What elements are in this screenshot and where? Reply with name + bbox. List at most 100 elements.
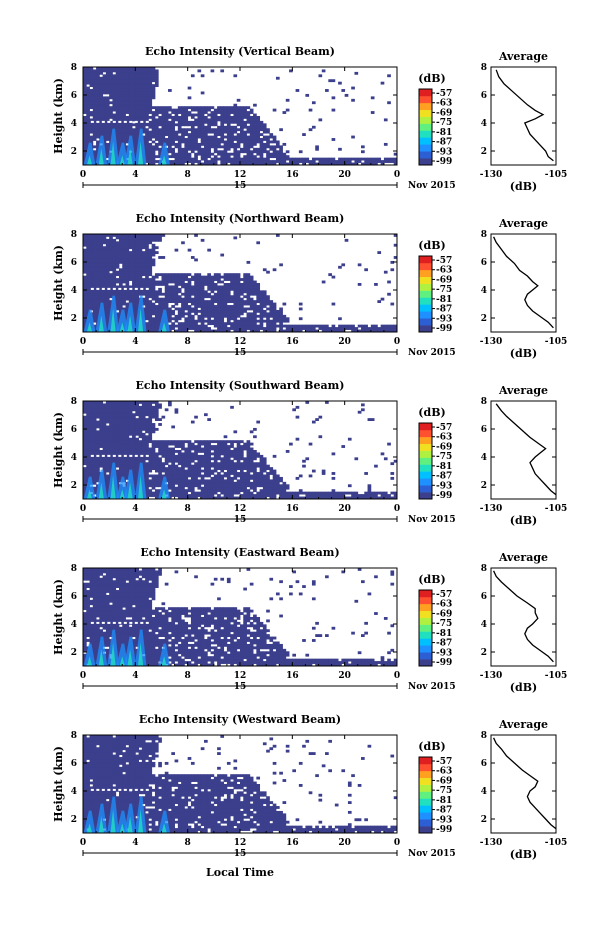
- colorbar-swatch: [419, 151, 432, 159]
- date-label: Nov 2015: [408, 348, 456, 358]
- echo-core: [127, 816, 133, 833]
- echo-plume: [158, 810, 171, 833]
- colorbar-tick-label: -69: [436, 609, 452, 619]
- heatmap-field: [83, 401, 398, 500]
- echo-core: [127, 482, 133, 499]
- panel-0: Echo Intensity (Vertical Beam) 0 4 8 12 16 20 0…: [52, 45, 567, 193]
- panel-title: Echo Intensity (Eastward Beam): [140, 546, 339, 559]
- average-y-tick-label: 2: [481, 147, 487, 157]
- average-profile-line: [495, 403, 557, 496]
- x-tick-label: 12: [234, 838, 247, 848]
- panel-title: Echo Intensity (Vertical Beam): [145, 45, 335, 58]
- colorbar-swatch: [419, 297, 432, 305]
- colorbar-swatch: [419, 590, 432, 598]
- x-tick-label: 4: [132, 838, 138, 848]
- colorbar-tick-label: -63: [436, 433, 452, 443]
- y-tick-label: 4: [71, 620, 77, 630]
- date-label: Nov 2015: [408, 515, 456, 525]
- date-label: Nov 2015: [408, 849, 456, 859]
- average-y-tick-label: 2: [481, 815, 487, 825]
- colorbar-tick-label: -69: [436, 275, 452, 285]
- x-tick-label: 4: [132, 671, 138, 681]
- colorbar-tick-label: -75: [436, 452, 452, 462]
- colorbar-swatch: [419, 812, 432, 820]
- colorbar-swatch: [419, 269, 432, 278]
- colorbar-tick-label: -99: [436, 658, 452, 668]
- average-title: Average: [498, 50, 548, 63]
- echo-plume: [158, 142, 171, 165]
- average-x-tick-label: -105: [545, 170, 568, 180]
- average-x-tick-label: -105: [545, 838, 568, 848]
- colorbar-swatch: [419, 492, 432, 500]
- colorbar-tick-label: -57: [436, 256, 452, 266]
- colorbar-swatch: [419, 645, 432, 653]
- colorbar-swatch: [419, 610, 432, 618]
- average-y-tick-label: 4: [481, 119, 487, 129]
- colorbar-swatch: [419, 757, 432, 765]
- y-axis-label: Height (km): [52, 579, 65, 655]
- average-x-tick-label: -130: [480, 170, 503, 180]
- colorbar-tick-label: -57: [436, 757, 452, 767]
- average-y-tick-label: 4: [481, 453, 487, 463]
- average-frame: [490, 233, 557, 333]
- y-tick-label: 8: [71, 397, 77, 407]
- echo-core: [119, 155, 125, 165]
- colorbar-unit: (dB): [418, 573, 445, 586]
- x-tick-label: 12: [234, 337, 247, 347]
- heatmap-field: [83, 234, 398, 333]
- x-tick-label: 20: [338, 838, 351, 848]
- colorbar-tick-label: -99: [436, 825, 452, 835]
- day-label: 15: [234, 682, 247, 692]
- echo-core: [127, 649, 133, 666]
- colorbar-swatch: [419, 436, 432, 445]
- colorbar-swatch: [419, 659, 432, 667]
- colorbar-tick-label: -63: [436, 600, 452, 610]
- average-y-tick-label: 2: [481, 314, 487, 324]
- date-label: Nov 2015: [408, 181, 456, 191]
- colorbar-tick-label: -75: [436, 285, 452, 295]
- echo-core: [137, 475, 144, 499]
- colorbar-tick-label: -63: [436, 266, 452, 276]
- y-tick-label: 4: [71, 787, 77, 797]
- day-label: 15: [234, 849, 247, 859]
- panel-3: Echo Intensity (Eastward Beam) 0 4 8 12 16 20 0…: [52, 546, 567, 694]
- echo-plume: [158, 309, 171, 332]
- colorbar-tick-label: -87: [436, 639, 452, 649]
- echo-core: [137, 642, 144, 666]
- x-tick-label: 4: [132, 170, 138, 180]
- colorbar-tick-label: -81: [436, 629, 452, 639]
- echo-core: [137, 141, 144, 165]
- x-tick-label: 0: [394, 337, 400, 347]
- average-profile-line: [493, 737, 557, 830]
- colorbar-swatch: [419, 283, 432, 291]
- colorbar-tick-label: -81: [436, 796, 452, 806]
- colorbar-tick-label: -87: [436, 305, 452, 315]
- echo-core: [86, 823, 93, 833]
- average-profile-line: [495, 69, 554, 162]
- colorbar-tick-label: -57: [436, 590, 452, 600]
- colorbar-tick-label: -87: [436, 138, 452, 148]
- colorbar-tick-label: -87: [436, 806, 452, 816]
- colorbar-swatch: [419, 464, 432, 472]
- colorbar-frame: [418, 756, 433, 834]
- y-tick-label: 2: [71, 314, 77, 324]
- average-y-tick-label: 8: [481, 230, 487, 240]
- colorbar-swatch: [419, 137, 432, 145]
- colorbar-tick-label: -57: [436, 423, 452, 433]
- x-tick-label: 8: [185, 504, 191, 514]
- x-tick-label: 20: [338, 671, 351, 681]
- colorbar-tick-label: -75: [436, 118, 452, 128]
- average-title: Average: [498, 551, 548, 564]
- colorbar-swatch: [419, 596, 432, 605]
- echo-plume: [158, 476, 171, 499]
- average-y-tick-label: 4: [481, 787, 487, 797]
- day-label: 15: [234, 348, 247, 358]
- average-x-tick-label: -130: [480, 838, 503, 848]
- colorbar-swatch: [419, 784, 432, 792]
- y-tick-label: 2: [71, 815, 77, 825]
- colorbar-tick-label: -75: [436, 619, 452, 629]
- y-tick-label: 2: [71, 147, 77, 157]
- x-tick-label: 0: [80, 504, 86, 514]
- average-x-axis-label: (dB): [510, 514, 537, 527]
- average-profile-line: [493, 236, 554, 329]
